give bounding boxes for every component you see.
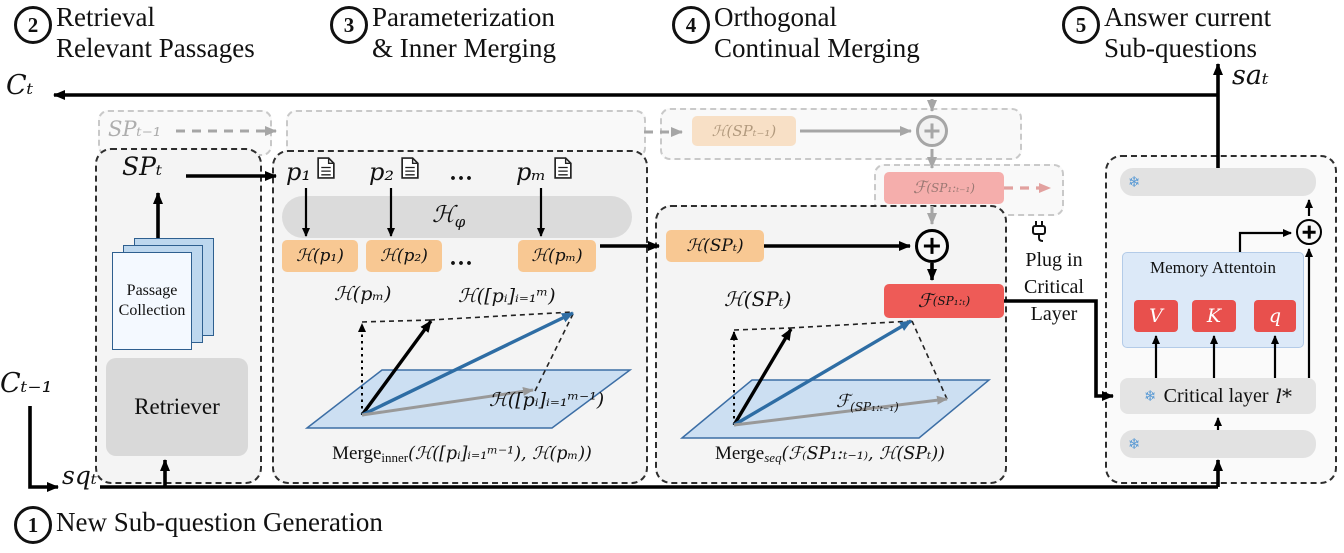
- plug-icon: [1032, 221, 1046, 242]
- merge-word: Merge: [715, 443, 765, 464]
- step-1-title: New Sub-question Generation: [56, 507, 383, 537]
- f-prev-subscript: (SP₁:ₜ₋₁): [850, 400, 899, 414]
- vector-h-pm-label: ℋ(pₘ): [334, 283, 392, 305]
- step-3-number: 3: [343, 12, 355, 37]
- vector-h-prev-label: ℋ([pᵢ]ᵢ₌₁ᵐ⁻¹): [489, 389, 605, 411]
- step-3-title: Parameterization & Inner Merging: [372, 2, 556, 64]
- f-cur-subscript: (SP₁:ₜ): [932, 294, 971, 308]
- sp-prev-label: SPₜ₋₁: [108, 117, 162, 141]
- frozen-layer-bottom: ❄: [1120, 430, 1316, 458]
- h-sp-t-box: ℋ(SPₜ): [666, 230, 764, 262]
- f-prev-box: ℱ (SP₁:ₜ₋₁): [884, 172, 1004, 204]
- step-4-title-line1: Orthogonal: [714, 2, 837, 32]
- step-1-number: 1: [27, 512, 39, 537]
- f-prev-subscript: (SP₁:ₜ₋₁): [926, 181, 975, 195]
- step-2-title-line2: Relevant Passages: [56, 33, 255, 63]
- step-5-number: 5: [1075, 12, 1087, 37]
- passage-ellipsis: ...: [450, 160, 474, 186]
- merge-subscript: inner: [381, 450, 409, 465]
- step-4-number: 4: [685, 12, 697, 37]
- sp-t-label: SPₜ: [122, 152, 163, 181]
- critical-layer-var: l*: [1275, 384, 1292, 408]
- merge-arguments: (ℋ([pᵢ]ᵢ₌₁ᵐ⁻¹), ℋ(pₘ)): [408, 444, 592, 464]
- encoder-h: ℋ: [432, 202, 455, 228]
- page-front: Passage Collection: [112, 252, 192, 350]
- passage-collection-label: Passage Collection: [118, 282, 186, 319]
- step-4-title: Orthogonal Continual Merging: [714, 2, 920, 64]
- context-prev-label: Cₜ₋₁: [0, 368, 53, 399]
- merge-subscript: seq: [764, 450, 782, 465]
- query-box: q: [1254, 300, 1296, 332]
- f-symbol: ℱ: [836, 391, 851, 412]
- passage-collection-stack: Passage Collection: [112, 238, 218, 353]
- h-pm-box: ℋ(pₘ): [518, 240, 596, 272]
- vector-f-prev-label: ℱ(SP₁:ₜ₋₁): [836, 391, 899, 414]
- encoder-bar: [282, 196, 632, 238]
- residual-plus-icon: [1296, 219, 1322, 245]
- inner-merge-caption: Mergeinner(ℋ([pᵢ]ᵢ₌₁ᵐ⁻¹), ℋ(pₘ)): [288, 443, 636, 466]
- f-cur-box: ℱ (SP₁:ₜ): [884, 284, 1004, 318]
- frozen-layer-top: ❄: [1120, 168, 1316, 196]
- plug-note-line3: Layer: [1030, 303, 1078, 325]
- merge-word: Merge: [332, 443, 382, 464]
- step-5-title-line2: Sub-questions: [1104, 33, 1258, 63]
- step-3-title-line2: & Inner Merging: [372, 33, 556, 63]
- h-p1-box: ℋ(p₁): [282, 240, 358, 272]
- step-2-number: 2: [27, 12, 39, 37]
- snowflake-icon: ❄: [1128, 435, 1141, 453]
- plug-note-line2: Critical: [1024, 276, 1084, 298]
- retriever-box: Retriever: [106, 358, 248, 456]
- arrow-cprev-to-sqt: [28, 406, 59, 492]
- f-symbol: ℱ: [917, 290, 933, 312]
- circle-plus-icon: [915, 229, 949, 263]
- passage-2-label: p₂: [369, 158, 394, 186]
- merge-arguments: (ℱ₍SP₁:ₜ₋₁₎, ℋ(SPₜ)): [781, 444, 945, 464]
- step-4-title-line2: Continual Merging: [714, 33, 920, 63]
- snowflake-icon: ❄: [1144, 387, 1157, 405]
- document-icon: [401, 157, 419, 179]
- sub-question-label: sqₜ: [62, 461, 97, 490]
- retriever-label: Retriever: [134, 394, 220, 419]
- context-t-label: Cₜ: [6, 70, 34, 101]
- step-2-title-line1: Retrieval: [56, 2, 155, 32]
- plug-note-line1: Plug in: [1025, 249, 1083, 271]
- passage-m-label: pₘ: [516, 158, 547, 186]
- step-1-badge: 1: [14, 506, 52, 544]
- plug-in-note: Plug in Critical Layer: [1004, 247, 1104, 328]
- step-4-badge: 4: [672, 6, 710, 44]
- step-5-badge: 5: [1062, 6, 1100, 44]
- key-box: K: [1192, 300, 1236, 332]
- step-3-title-line1: Parameterization: [372, 2, 555, 32]
- document-icon: [317, 157, 335, 179]
- encoder-phi-sub: φ: [454, 213, 466, 231]
- step-3-badge: 3: [330, 6, 368, 44]
- encoder-label: ℋφ: [432, 202, 465, 231]
- critical-layer-label: Critical layer: [1163, 384, 1269, 407]
- step-2-title: Retrieval Relevant Passages: [56, 2, 255, 64]
- sub-answer-label: saₜ: [1232, 60, 1269, 91]
- f-symbol: ℱ: [913, 178, 927, 198]
- passage-1-label: p₁: [286, 158, 311, 186]
- continual-merge-caption: Mergeseq(ℱ₍SP₁:ₜ₋₁₎, ℋ(SPₜ)): [660, 443, 1000, 466]
- critical-layer-box: ❄ Critical layer l*: [1120, 378, 1316, 414]
- vector-h-all-label: ℋ([pᵢ]ᵢ₌₁ᵐ): [458, 285, 556, 307]
- circle-plus-icon-prev: [916, 115, 948, 147]
- memory-attention-label: Memory Attentoin: [1149, 258, 1277, 277]
- step-2-badge: 2: [14, 6, 52, 44]
- h-sp-prev-box: ℋ(SPₜ₋₁): [692, 116, 796, 146]
- snowflake-icon: ❄: [1128, 173, 1141, 191]
- step-5-title-line1: Answer current: [1104, 2, 1272, 32]
- document-icon: [554, 157, 572, 179]
- value-box: V: [1134, 300, 1178, 332]
- h-p2-box: ℋ(p₂): [366, 240, 442, 272]
- step-5-title: Answer current Sub-questions: [1104, 2, 1271, 64]
- vector-h-spt-label: ℋ(SPₜ): [724, 287, 792, 311]
- h-ellipsis: ...: [450, 245, 474, 271]
